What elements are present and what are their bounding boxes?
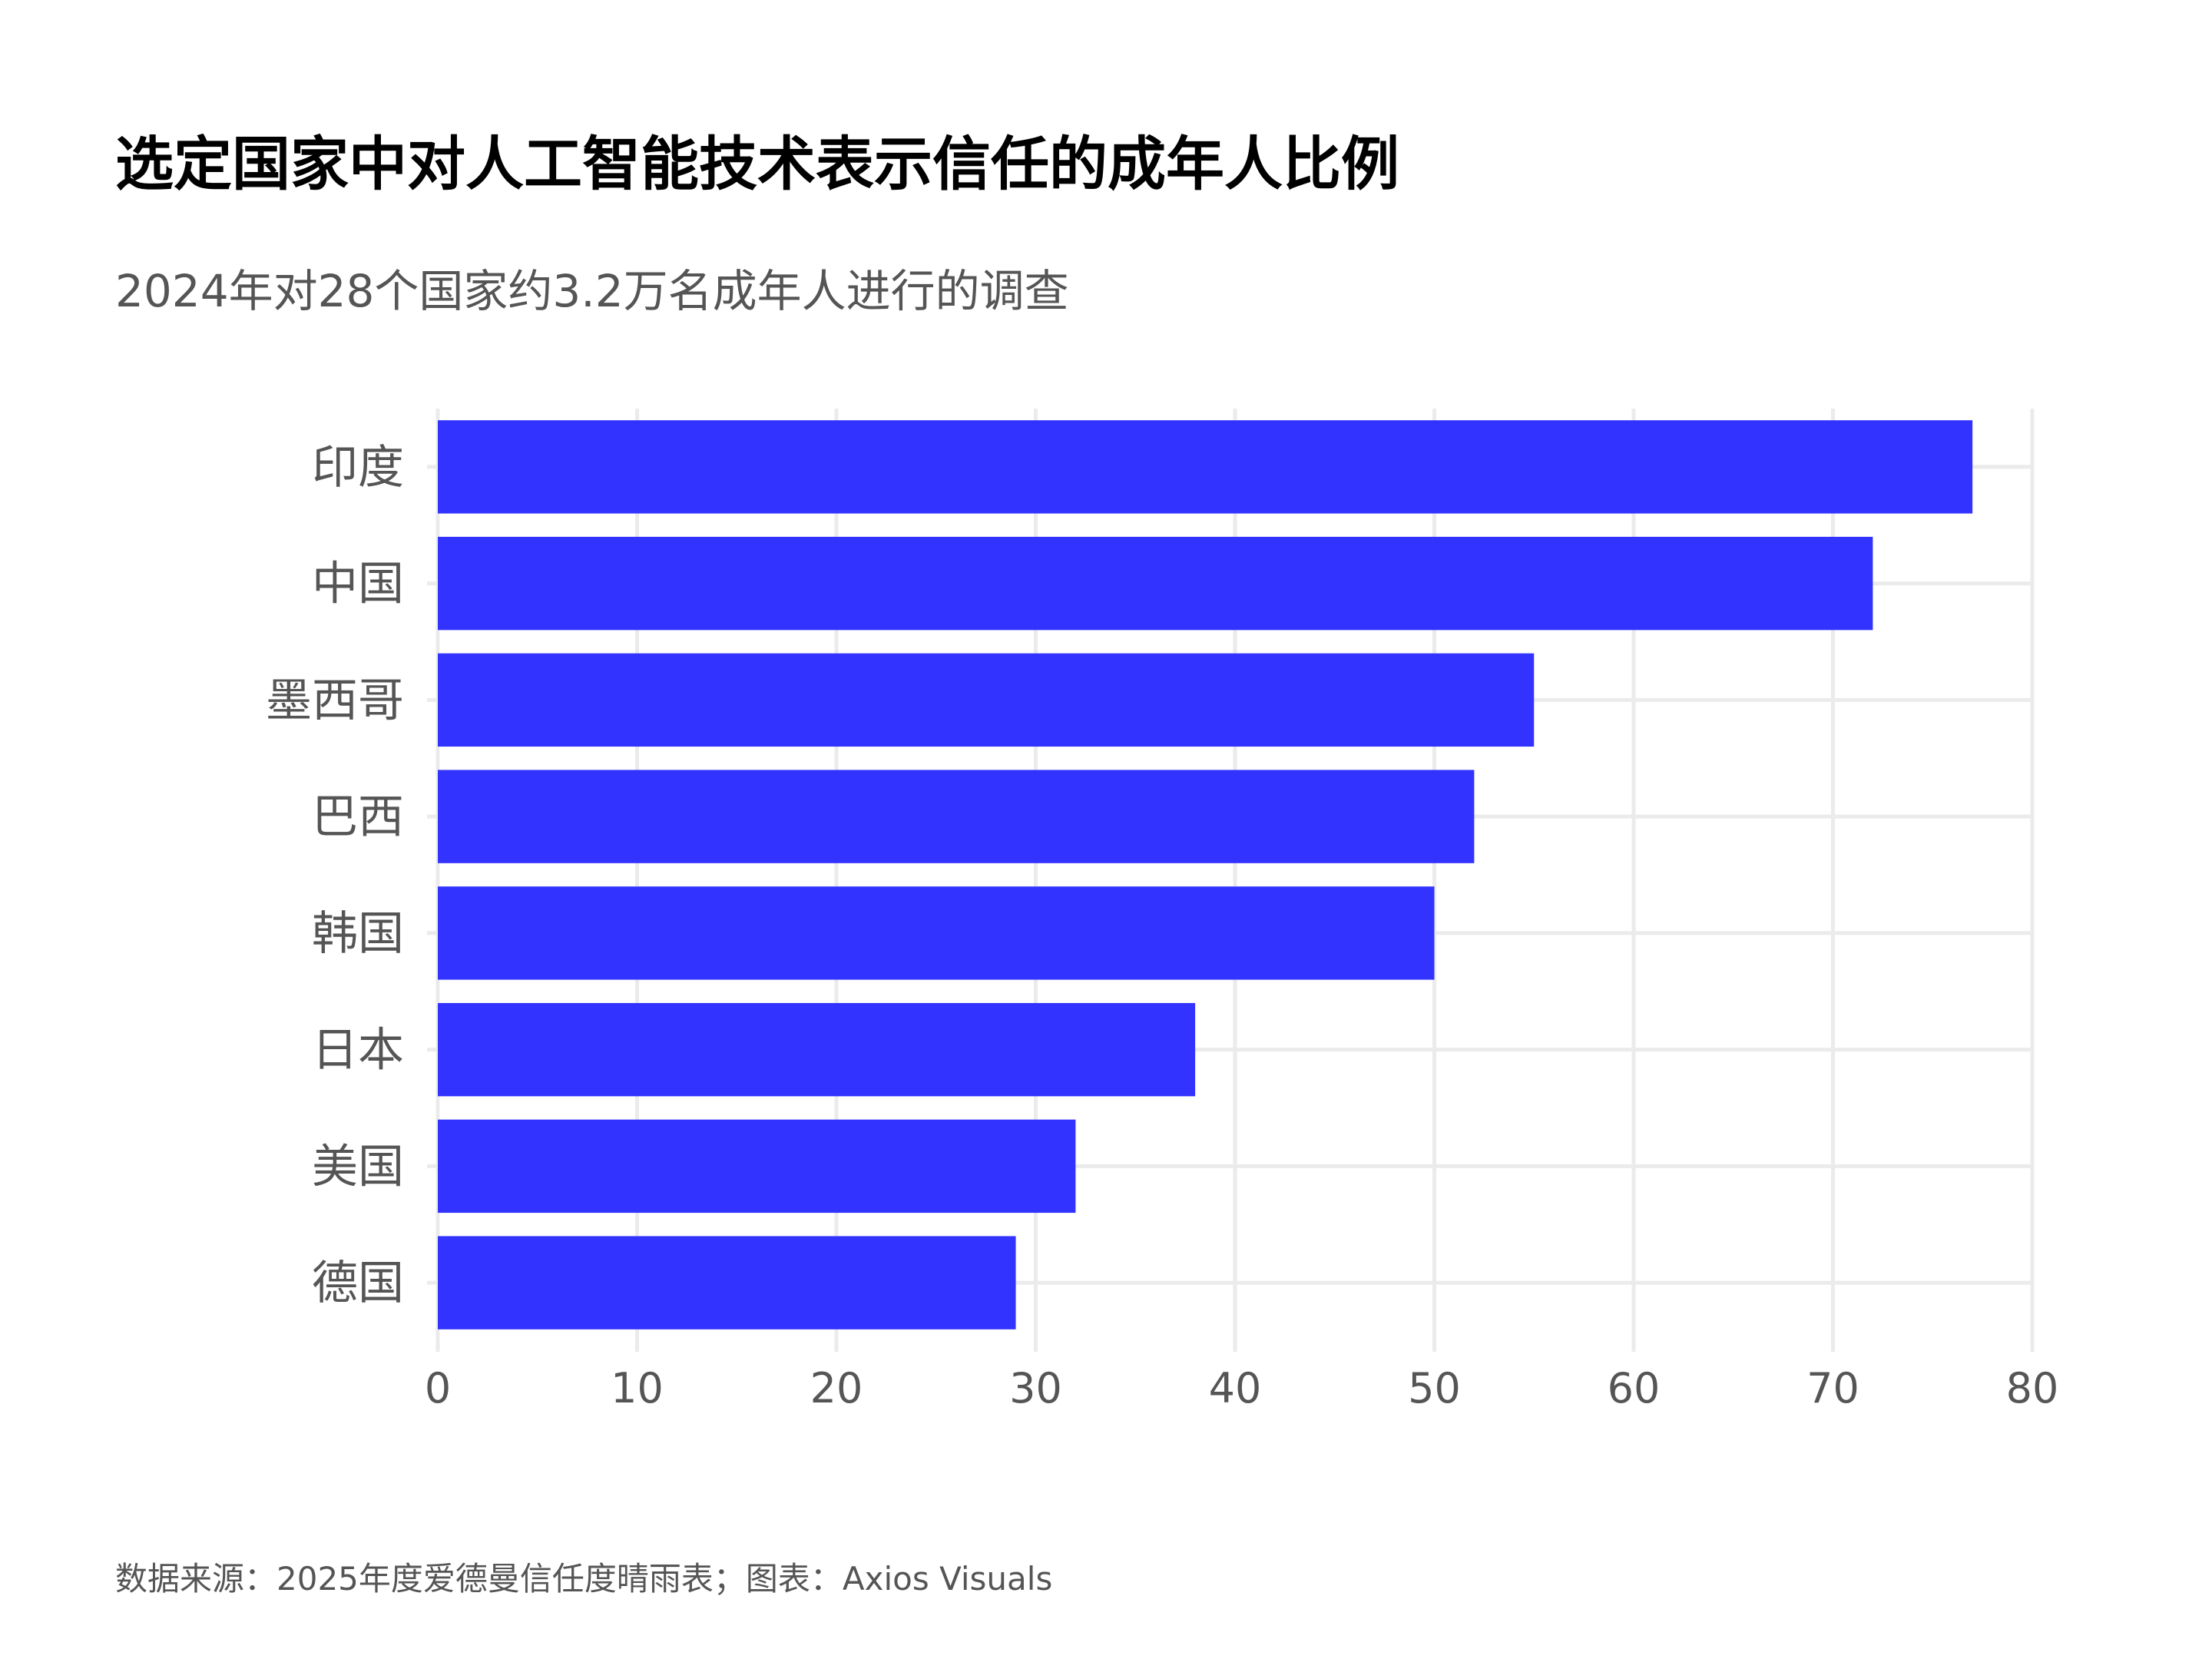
chart-source: 数据来源：2025年度爱德曼信任度晴雨表；图表：Axios Visuals xyxy=(115,1560,1053,1598)
x-tick-label: 30 xyxy=(1009,1364,1062,1412)
bar-1 xyxy=(438,536,1873,631)
x-tick-label: 50 xyxy=(1408,1364,1461,1412)
x-tick-label: 0 xyxy=(425,1364,451,1412)
x-tick-label: 60 xyxy=(1608,1364,1661,1412)
bar-2 xyxy=(438,653,1535,747)
bars xyxy=(438,420,1973,1330)
x-axis-ticks: 0 10 20 30 40 50 60 70 80 xyxy=(425,1364,2059,1412)
bar-4 xyxy=(438,886,1435,980)
category-label: 日本 xyxy=(312,1024,404,1078)
bar-6 xyxy=(438,1119,1076,1214)
bar-0 xyxy=(438,420,1973,514)
x-tick-label: 20 xyxy=(810,1364,863,1412)
category-label: 巴西 xyxy=(312,790,404,844)
bar-3 xyxy=(438,770,1475,863)
category-label: 墨西哥 xyxy=(266,674,404,727)
category-label: 中国 xyxy=(312,558,404,611)
category-label: 印度 xyxy=(312,441,404,495)
bar-5 xyxy=(438,1002,1196,1097)
chart-title: 选定国家中对人工智能技术表示信任的成年人比例 xyxy=(115,130,1399,198)
category-label: 美国 xyxy=(312,1140,404,1194)
bar-7 xyxy=(438,1236,1016,1330)
category-label: 韩国 xyxy=(312,907,404,961)
x-tick-label: 10 xyxy=(611,1364,664,1412)
chart-subtitle: 2024年对28个国家约3.2万名成年人进行的调查 xyxy=(115,265,1069,317)
x-tick-label: 80 xyxy=(2006,1364,2059,1412)
category-label: 德国 xyxy=(312,1257,404,1310)
x-tick-label: 70 xyxy=(1806,1364,1859,1412)
x-tick-label: 40 xyxy=(1209,1364,1262,1412)
